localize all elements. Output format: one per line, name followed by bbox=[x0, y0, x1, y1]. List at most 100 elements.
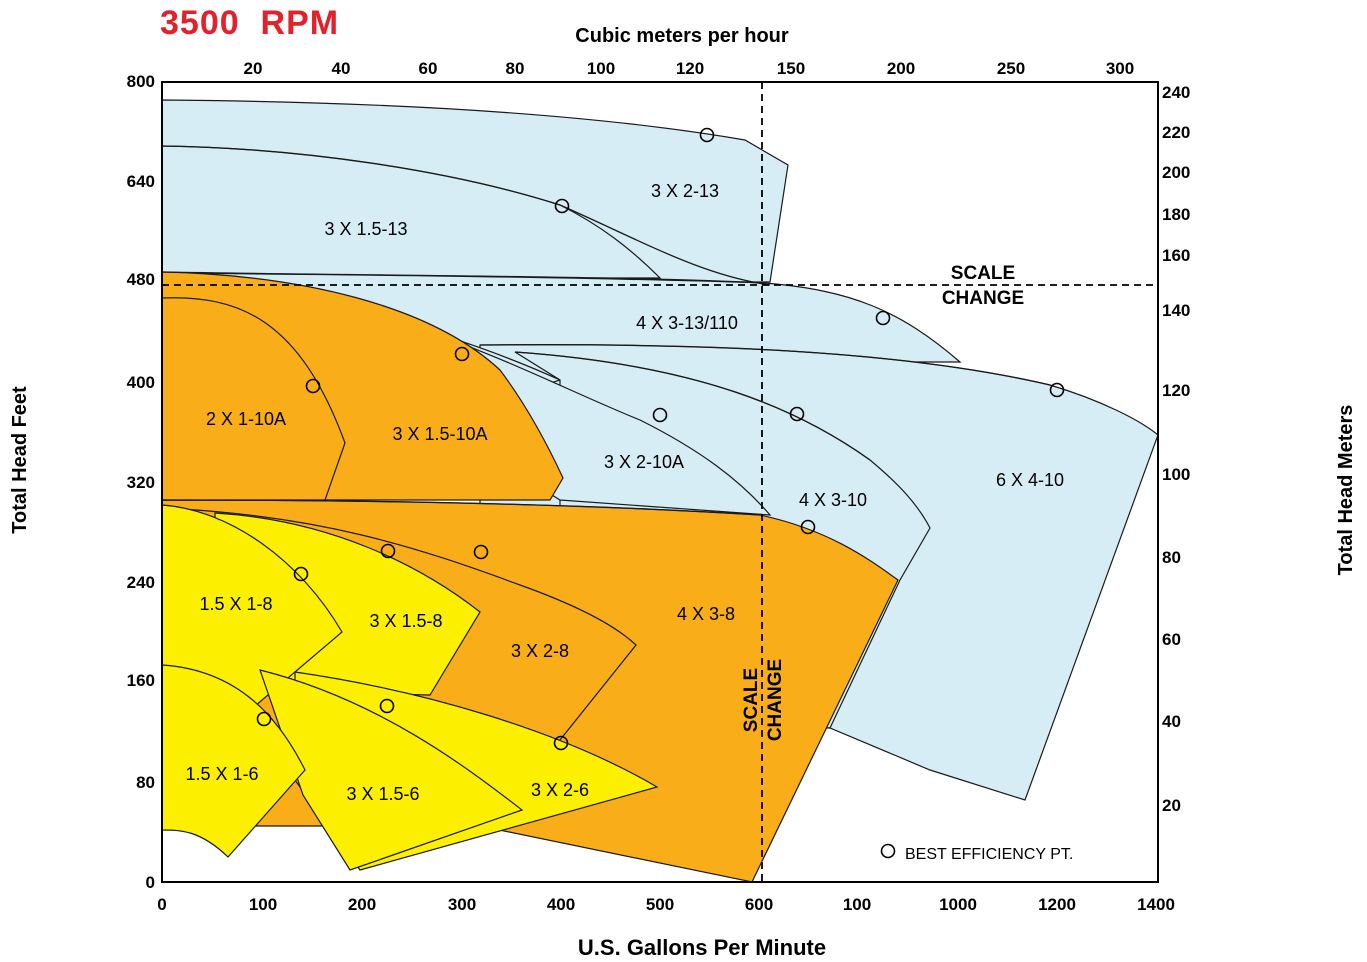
bep-1-5-x-1-6 bbox=[256, 711, 272, 727]
label-3-x-1-5-6: 3 X 1.5-6 bbox=[346, 784, 419, 804]
y-axis-title: Total Head Feet bbox=[9, 386, 31, 534]
top-x-tick-label: 100 bbox=[587, 59, 615, 78]
right-y-tick-label: 80 bbox=[1162, 548, 1181, 567]
label-6-x-4-10: 6 X 4-10 bbox=[996, 470, 1064, 490]
top-x-tick-label: 40 bbox=[332, 59, 351, 78]
bep-3-x-2-10a bbox=[652, 407, 668, 423]
label-3-x-1-5-13: 3 X 1.5-13 bbox=[324, 219, 407, 239]
region-labels: 3 X 2-13 3 X 1.5-13 4 X 3-13/110 6 X 4-10 4 … bbox=[185, 181, 1064, 804]
bep-3-x-2-8 bbox=[473, 544, 489, 560]
label-2-x-1-10a: 2 X 1-10A bbox=[206, 409, 286, 429]
right-y-tick-label: 200 bbox=[1162, 163, 1190, 182]
top-x-tick-label: 80 bbox=[506, 59, 525, 78]
impeller-curves bbox=[161, 145, 1051, 516]
y-tick-label: 80 bbox=[136, 773, 155, 792]
bep-6-x-4-10 bbox=[1049, 382, 1065, 398]
x-tick-label: 300 bbox=[448, 895, 476, 914]
bep-3-x-1-5-13 bbox=[554, 198, 570, 214]
impeller-curve-1 bbox=[161, 145, 771, 286]
y-tick-label: 800 bbox=[127, 72, 155, 91]
x-tick-label: 100 bbox=[843, 895, 871, 914]
x-tick-label: 1400 bbox=[1137, 895, 1175, 914]
right-y-tick-label: 100 bbox=[1162, 465, 1190, 484]
right-y-tick-label: 160 bbox=[1162, 246, 1190, 265]
y2-axis-title: Total Head Meters bbox=[1335, 405, 1357, 576]
label-3-x-2-10a: 3 X 2-10A bbox=[604, 452, 684, 472]
y-tick-label: 480 bbox=[127, 270, 155, 289]
curve-regions bbox=[161, 99, 1159, 883]
legend-bep-icon bbox=[880, 843, 896, 859]
bep-2-x-1-10a bbox=[305, 378, 321, 394]
label-3-x-2-13: 3 X 2-13 bbox=[651, 181, 719, 201]
region-3-x-1-5-6 bbox=[259, 669, 524, 871]
label-1-5-x-1-6: 1.5 X 1-6 bbox=[185, 764, 258, 784]
right-y-tick-label: 40 bbox=[1162, 712, 1181, 731]
scale-change-vertical-line2: CHANGE bbox=[765, 659, 786, 741]
chart-title: 3500 RPM bbox=[160, 4, 340, 42]
label-4-x-3-13-110: 4 X 3-13/110 bbox=[636, 313, 738, 333]
best-efficiency-points bbox=[256, 127, 1065, 751]
x-tick-label: 1000 bbox=[939, 895, 977, 914]
y-tick-label: 160 bbox=[127, 671, 155, 690]
plot-border bbox=[161, 81, 1159, 883]
bep-3-x-1-5-8 bbox=[380, 543, 396, 559]
right-y-tick-label: 60 bbox=[1162, 630, 1181, 649]
bep-1-5-x-1-8 bbox=[293, 566, 309, 582]
y-tick-label: 640 bbox=[127, 172, 155, 191]
impeller-curve-3 bbox=[479, 344, 1051, 386]
top-x-tick-label: 120 bbox=[676, 59, 704, 78]
impeller-curve-4 bbox=[514, 351, 871, 461]
scale-change-horizontal-line1: SCALE bbox=[951, 263, 1015, 284]
y-tick-label: 0 bbox=[146, 873, 155, 892]
top-x-tick-label: 20 bbox=[244, 59, 263, 78]
top-x-tick-label: 300 bbox=[1106, 59, 1134, 78]
y-tick-label: 320 bbox=[127, 473, 155, 492]
plot-frame bbox=[161, 81, 1159, 883]
bep-4-x-3-8 bbox=[800, 519, 816, 535]
region-2-x-1-10a bbox=[161, 297, 346, 501]
x-tick-label: 100 bbox=[249, 895, 277, 914]
label-4-x-3-8: 4 X 3-8 bbox=[677, 604, 735, 624]
legend-label: BEST EFFICIENCY PT. bbox=[905, 846, 1073, 863]
x-tick-label: 200 bbox=[348, 895, 376, 914]
y-tick-label: 400 bbox=[127, 373, 155, 392]
x-tick-label: 600 bbox=[745, 895, 773, 914]
scale-change-horizontal-line2: CHANGE bbox=[942, 288, 1024, 309]
label-3-x-2-6: 3 X 2-6 bbox=[531, 780, 589, 800]
x-tick-label: 400 bbox=[547, 895, 575, 914]
scale-change-vertical-line1: SCALE bbox=[741, 668, 762, 732]
x-tick-label: 1200 bbox=[1038, 895, 1076, 914]
right-y-tick-label: 180 bbox=[1162, 205, 1190, 224]
bep-3-x-1-5-6 bbox=[379, 698, 395, 714]
right-y-tick-label: 140 bbox=[1162, 301, 1190, 320]
bep-3-x-2-13 bbox=[699, 127, 715, 143]
x-tick-label: 0 bbox=[157, 895, 166, 914]
top-axis-title: Cubic meters per hour bbox=[575, 25, 789, 47]
tick-labels: 0 100 200 300 400 500 600 100 1000 1200 1400 0 80 160… bbox=[127, 59, 1191, 914]
right-y-tick-label: 20 bbox=[1162, 796, 1181, 815]
label-3-x-1-5-8: 3 X 1.5-8 bbox=[369, 611, 442, 631]
top-x-tick-label: 60 bbox=[419, 59, 438, 78]
right-y-tick-label: 220 bbox=[1162, 123, 1190, 142]
region-1-5-x-1-8 bbox=[161, 504, 343, 707]
label-1-5-x-1-8: 1.5 X 1-8 bbox=[199, 594, 272, 614]
impeller-curve-2 bbox=[161, 271, 766, 284]
y-tick-label: 240 bbox=[127, 573, 155, 592]
bep-4-x-3-10 bbox=[789, 406, 805, 422]
label-4-x-3-10: 4 X 3-10 bbox=[799, 490, 867, 510]
right-y-tick-label: 240 bbox=[1162, 83, 1190, 102]
label-3-x-1-5-10a: 3 X 1.5-10A bbox=[392, 424, 487, 444]
region-1-5-x-1-6 bbox=[161, 664, 306, 858]
label-3-x-2-8: 3 X 2-8 bbox=[511, 641, 569, 661]
x-axis-title: U.S. Gallons Per Minute bbox=[578, 935, 826, 960]
bep-3-x-2-6 bbox=[553, 735, 569, 751]
x-tick-label: 500 bbox=[646, 895, 674, 914]
top-x-tick-label: 250 bbox=[997, 59, 1025, 78]
top-x-tick-label: 200 bbox=[887, 59, 915, 78]
right-y-tick-label: 120 bbox=[1162, 381, 1190, 400]
bep-3-x-1-5-10a bbox=[454, 346, 470, 362]
impeller-curve-5 bbox=[161, 499, 761, 516]
bep-4-x-3-13-110 bbox=[875, 310, 891, 326]
top-x-tick-label: 150 bbox=[777, 59, 805, 78]
